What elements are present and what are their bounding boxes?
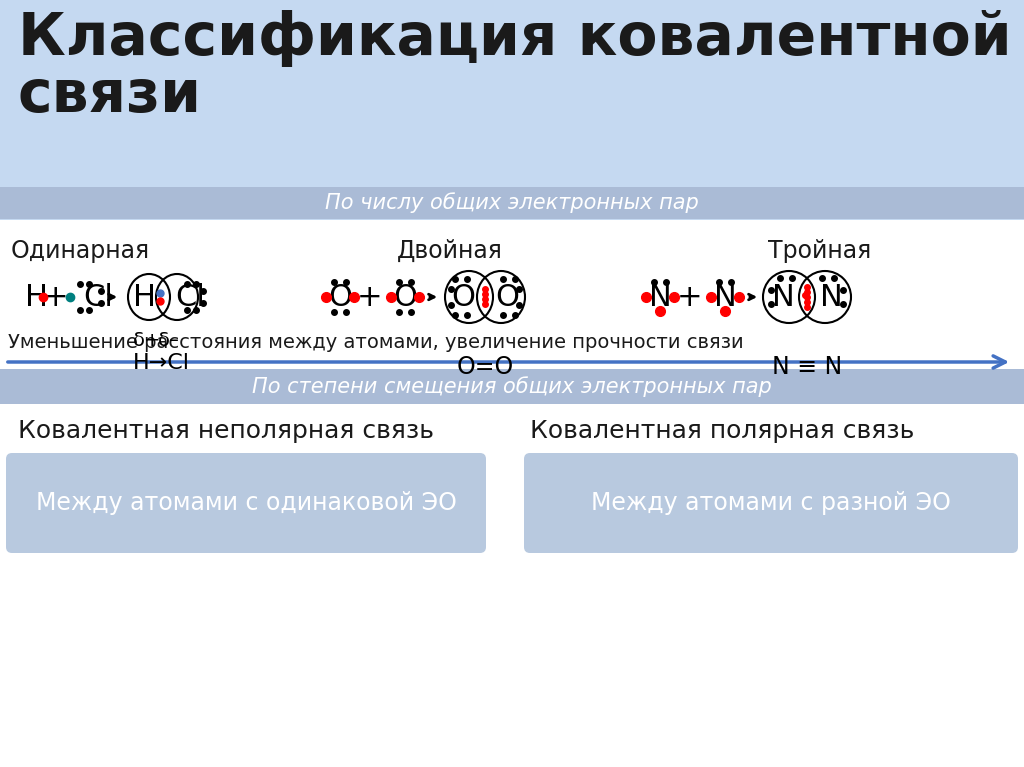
Text: O=O: O=O xyxy=(457,355,514,379)
Text: O: O xyxy=(393,282,417,311)
Text: N: N xyxy=(714,282,736,311)
Text: Cl: Cl xyxy=(83,282,113,311)
Text: H: H xyxy=(25,282,48,311)
Text: связи: связи xyxy=(18,67,202,124)
Text: Двойная: Двойная xyxy=(397,239,503,263)
FancyBboxPatch shape xyxy=(0,220,1024,767)
Text: Cl: Cl xyxy=(175,282,205,311)
Text: δ+: δ+ xyxy=(133,331,162,350)
Text: Уменьшение расстояния между атомами, увеличение прочности связи: Уменьшение расстояния между атомами, уве… xyxy=(8,333,743,352)
Text: +: + xyxy=(677,282,702,311)
FancyBboxPatch shape xyxy=(524,453,1018,553)
Text: N: N xyxy=(819,282,843,311)
Text: Между атомами с одинаковой ЭО: Между атомами с одинаковой ЭО xyxy=(36,491,457,515)
FancyBboxPatch shape xyxy=(0,187,1024,219)
Text: N: N xyxy=(772,282,795,311)
Text: Ковалентная неполярная связь: Ковалентная неполярная связь xyxy=(18,419,434,443)
Text: O: O xyxy=(451,282,475,311)
Text: +: + xyxy=(357,282,383,311)
Text: N ≡ N: N ≡ N xyxy=(772,355,842,379)
FancyBboxPatch shape xyxy=(0,0,1024,220)
Text: N: N xyxy=(648,282,672,311)
Text: H→Cl: H→Cl xyxy=(133,353,190,373)
Text: Тройная: Тройная xyxy=(768,239,871,263)
Text: Одинарная: Одинарная xyxy=(10,239,150,263)
Text: По числу общих электронных пар: По числу общих электронных пар xyxy=(326,193,698,213)
Text: Между атомами с разной ЭО: Между атомами с разной ЭО xyxy=(591,491,951,515)
Text: O: O xyxy=(495,282,519,311)
Text: δ–: δ– xyxy=(158,331,180,350)
Text: O: O xyxy=(328,282,352,311)
Text: Классификация ковалентной: Классификация ковалентной xyxy=(18,10,1012,67)
FancyBboxPatch shape xyxy=(0,369,1024,404)
Text: +: + xyxy=(43,282,69,311)
FancyBboxPatch shape xyxy=(6,453,486,553)
Text: Ковалентная полярная связь: Ковалентная полярная связь xyxy=(530,419,914,443)
Text: H: H xyxy=(132,282,156,311)
Text: По степени смещения общих электронных пар: По степени смещения общих электронных па… xyxy=(252,376,772,397)
